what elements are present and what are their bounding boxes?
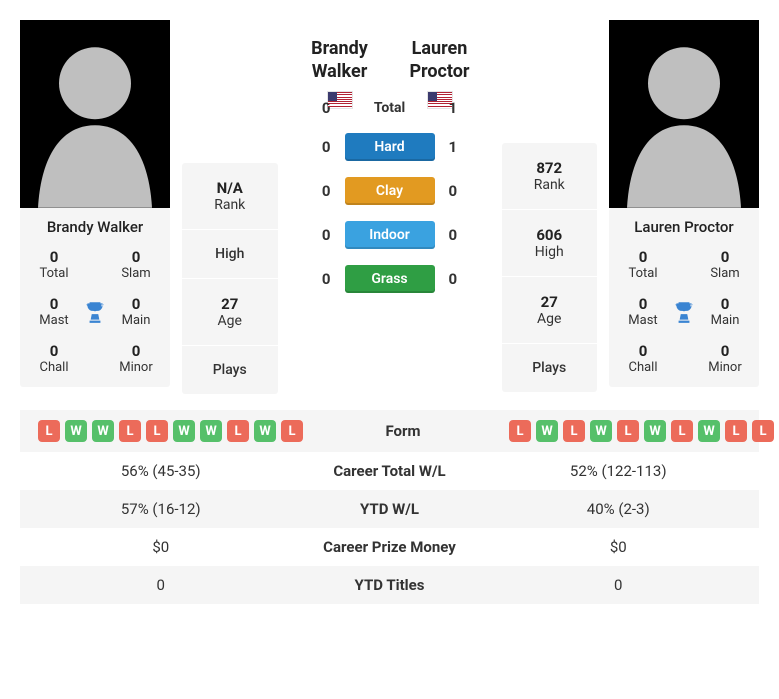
p1-stat-main: 0Main xyxy=(108,295,164,328)
row-prize: $0 Career Prize Money $0 xyxy=(20,528,759,566)
form-result-l[interactable]: L xyxy=(752,420,774,442)
surface-indoor-badge[interactable]: Indoor xyxy=(345,221,435,249)
h2h-row-hard: 0 Hard 1 xyxy=(290,133,490,161)
p2-stat-total: 0Total xyxy=(615,248,671,281)
compare-table: LWWLLWWLWL Form LWLWLWLWLL 56% (45-35) C… xyxy=(20,410,759,604)
p1-plays: Plays xyxy=(182,346,278,394)
form-result-w[interactable]: W xyxy=(92,420,114,442)
form-result-l[interactable]: L xyxy=(146,420,168,442)
p2-high: 606High xyxy=(502,210,598,277)
p1-stat-chall: 0Chall xyxy=(26,342,82,375)
p2-stat-minor: 0Minor xyxy=(697,342,753,375)
player2-info-column: 872Rank 606High 27Age Plays xyxy=(502,143,598,392)
p2-stat-main: 0Main xyxy=(697,295,753,328)
p2-plays: Plays xyxy=(502,344,598,392)
p1-stat-slam: 0Slam xyxy=(108,248,164,281)
form-result-w[interactable]: W xyxy=(536,420,558,442)
surface-grass-badge[interactable]: Grass xyxy=(345,265,435,293)
h2h-row-indoor: 0 Indoor 0 xyxy=(290,221,490,249)
p1-high: High xyxy=(182,230,278,279)
p2-stat-chall: 0Chall xyxy=(615,342,671,375)
form-result-l[interactable]: L xyxy=(38,420,60,442)
p2-rank: 872Rank xyxy=(502,143,598,210)
form-result-l[interactable]: L xyxy=(563,420,585,442)
player2-form: LWLWLWLWLL xyxy=(503,420,774,442)
player1-form: LWWLLWWLWL xyxy=(32,420,303,442)
form-result-l[interactable]: L xyxy=(281,420,303,442)
player1-info-column: N/ARank High 27Age Plays xyxy=(182,163,278,394)
form-result-l[interactable]: L xyxy=(509,420,531,442)
silhouette-icon xyxy=(609,20,759,208)
form-result-l[interactable]: L xyxy=(617,420,639,442)
form-result-w[interactable]: W xyxy=(644,420,666,442)
p2-stat-mast: 0Mast xyxy=(615,295,671,328)
silhouette-icon xyxy=(20,20,170,208)
p1-stat-total: 0Total xyxy=(26,248,82,281)
form-result-l[interactable]: L xyxy=(119,420,141,442)
form-result-l[interactable]: L xyxy=(725,420,747,442)
form-result-w[interactable]: W xyxy=(200,420,222,442)
h2h-row-total: 0 Total 1 xyxy=(290,99,490,117)
row-ytd-wl: 57% (16-12) YTD W/L 40% (2-3) xyxy=(20,490,759,528)
form-result-l[interactable]: L xyxy=(671,420,693,442)
p1-stat-minor: 0Minor xyxy=(108,342,164,375)
player1-block: Brandy Walker 0Total 0Slam 0Mast 0Main 0… xyxy=(20,20,170,387)
player2-photo xyxy=(609,20,759,208)
player1-name: Brandy Walker xyxy=(26,218,164,236)
h2h-surface-stats: 0 Total 1 0 Hard 1 0 Clay 0 0 Indoor 0 0 xyxy=(290,99,490,309)
form-result-w[interactable]: W xyxy=(590,420,612,442)
trophy-icon xyxy=(82,299,108,325)
middle-column: Brandy Walker Lauren Proctor 0 Total 1 0… xyxy=(290,20,490,309)
h2h-row-clay: 0 Clay 0 xyxy=(290,177,490,205)
top-section: Brandy Walker 0Total 0Slam 0Mast 0Main 0… xyxy=(20,20,759,394)
surface-clay-badge[interactable]: Clay xyxy=(345,177,435,205)
surface-hard-badge[interactable]: Hard xyxy=(345,133,435,161)
row-form: LWWLLWWLWL Form LWLWLWLWLL xyxy=(20,410,759,452)
player2-block: Lauren Proctor 0Total 0Slam 0Mast 0Main … xyxy=(609,20,759,387)
p2-age: 27Age xyxy=(502,277,598,344)
trophy-icon xyxy=(671,299,697,325)
p1-rank: N/ARank xyxy=(182,163,278,230)
form-result-l[interactable]: L xyxy=(227,420,249,442)
player1-photo xyxy=(20,20,170,208)
row-career-wl: 56% (45-35) Career Total W/L 52% (122-11… xyxy=(20,452,759,490)
form-result-w[interactable]: W xyxy=(698,420,720,442)
form-result-w[interactable]: W xyxy=(254,420,276,442)
player1-card: Brandy Walker 0Total 0Slam 0Mast 0Main 0… xyxy=(20,208,170,387)
form-result-w[interactable]: W xyxy=(173,420,195,442)
h2h-row-grass: 0 Grass 0 xyxy=(290,265,490,293)
p2-stat-slam: 0Slam xyxy=(697,248,753,281)
p1-age: 27Age xyxy=(182,279,278,346)
form-result-w[interactable]: W xyxy=(65,420,87,442)
row-ytd-titles: 0 YTD Titles 0 xyxy=(20,566,759,604)
player2-name: Lauren Proctor xyxy=(615,218,753,236)
player2-card: Lauren Proctor 0Total 0Slam 0Mast 0Main … xyxy=(609,208,759,387)
p1-stat-mast: 0Mast xyxy=(26,295,82,328)
